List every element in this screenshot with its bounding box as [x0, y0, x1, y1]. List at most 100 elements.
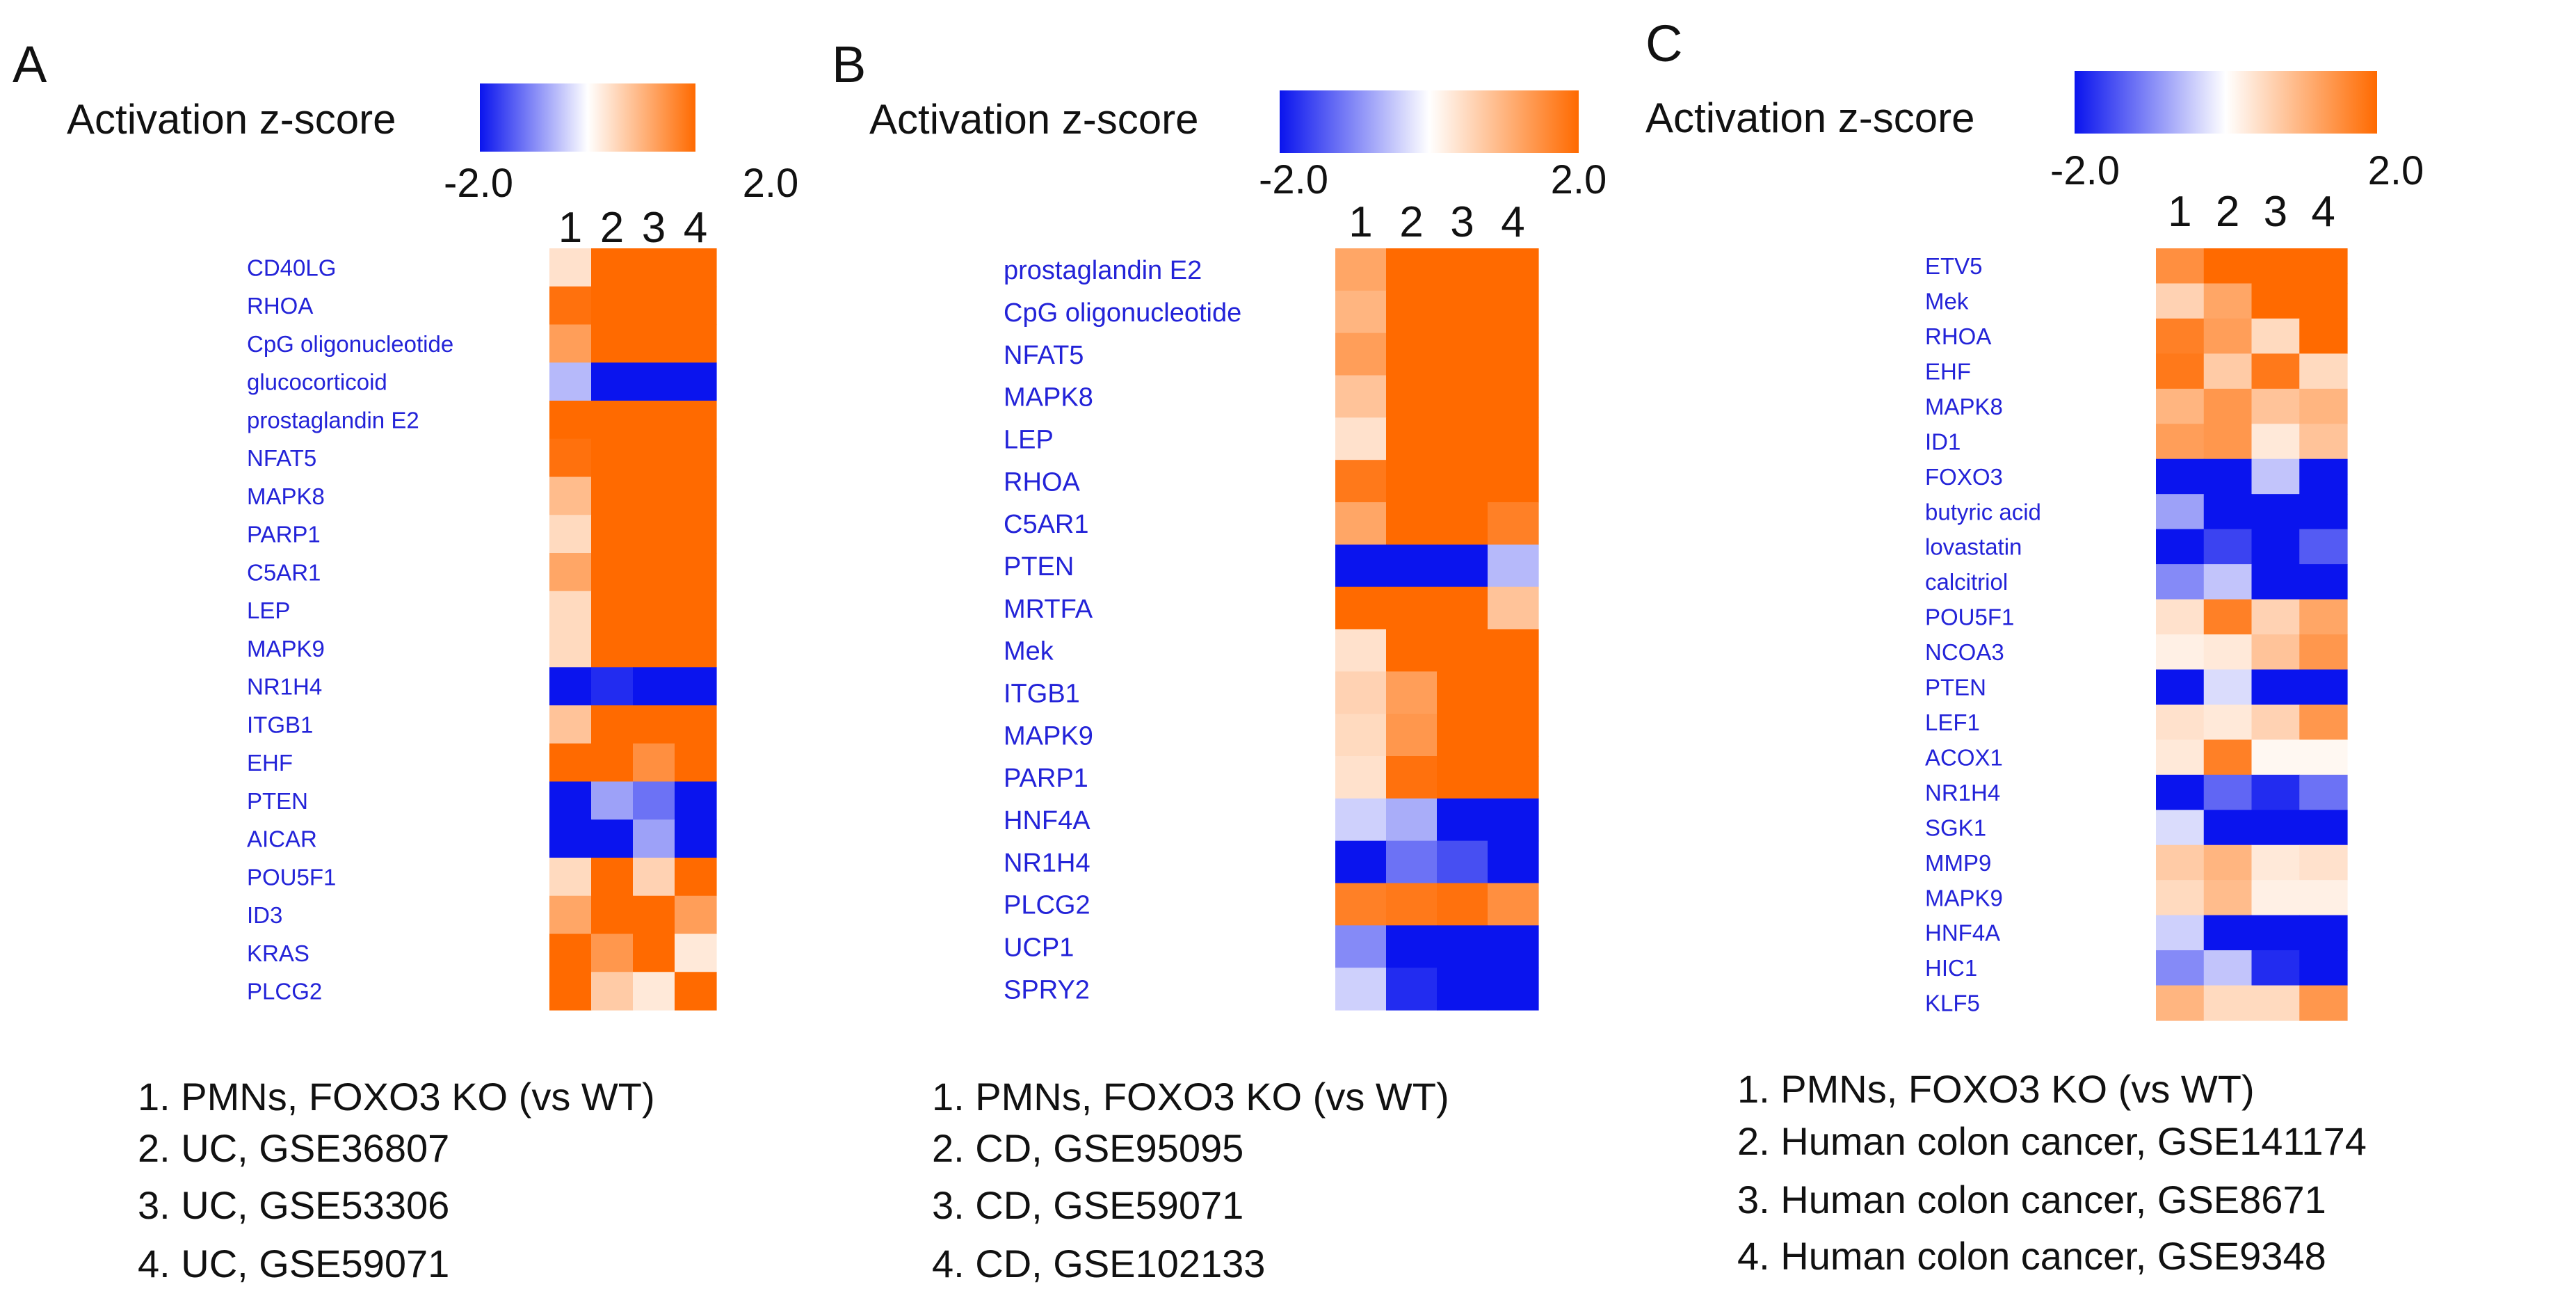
legend-entry: 4. Human colon cancer, GSE9348 — [1737, 1234, 2326, 1278]
heatmap-cell — [2299, 774, 2348, 810]
heatmap-cell — [1335, 502, 1387, 545]
heatmap-cell — [675, 934, 717, 972]
heatmap-cell — [2156, 880, 2205, 916]
heatmap-cell — [2156, 669, 2205, 705]
heatmap-cell — [675, 895, 717, 935]
heatmap-cell — [675, 438, 717, 478]
row-label: PTEN — [247, 788, 308, 814]
column-label: 4 — [684, 204, 707, 252]
heatmap-cell — [2156, 599, 2205, 635]
heatmap-cell — [1437, 756, 1488, 799]
row-label: CD40LG — [247, 255, 336, 280]
column-label: 2 — [600, 204, 624, 252]
heatmap-cell — [549, 972, 592, 1011]
colorbar-title: Activation z-score — [1645, 95, 1975, 141]
row-label: MAPK8 — [1925, 394, 2003, 419]
heatmap-cell — [2203, 774, 2253, 810]
heatmap-cell — [1335, 714, 1387, 757]
heatmap-cell — [675, 553, 717, 592]
colorbar-min-label: -2.0 — [444, 161, 513, 206]
heatmap-cell — [2299, 388, 2348, 424]
heatmap-cell — [2156, 529, 2205, 565]
heatmap-cell — [1488, 840, 1539, 884]
heatmap-cell — [1386, 883, 1438, 926]
heatmap-cell — [633, 591, 675, 630]
column-label: 4 — [1501, 198, 1524, 246]
heatmap-cell — [633, 743, 675, 783]
row-label: MAPK9 — [1004, 721, 1093, 751]
row-label: C5AR1 — [247, 559, 321, 585]
heatmap-cell — [1335, 840, 1387, 884]
heatmap-cell — [675, 858, 717, 897]
heatmap-cell — [1488, 586, 1539, 630]
legend-entry: 4. CD, GSE102133 — [932, 1242, 1265, 1285]
legend-entry: 1. PMNs, FOXO3 KO (vs WT) — [932, 1075, 1449, 1119]
row-label: SPRY2 — [1004, 975, 1090, 1004]
row-label: prostaglandin E2 — [247, 407, 419, 433]
row-label: C5AR1 — [1004, 510, 1089, 539]
heatmap-cell — [1437, 502, 1488, 545]
heatmap-cell — [675, 476, 717, 515]
heatmap-cell — [2251, 774, 2300, 810]
heatmap-cell — [1386, 460, 1438, 503]
heatmap-cell — [1488, 629, 1539, 672]
legend-entry: 3. UC, GSE53306 — [138, 1183, 449, 1227]
heatmap-cell — [675, 667, 717, 706]
row-label: KLF5 — [1925, 991, 1980, 1016]
legend-entry: 2. Human colon cancer, GSE141174 — [1737, 1119, 2367, 1163]
heatmap-cell — [2299, 248, 2348, 285]
heatmap-cell — [549, 591, 592, 630]
heatmap-cell — [2299, 739, 2348, 776]
heatmap-cell — [549, 438, 592, 478]
row-label: EHF — [1925, 358, 1971, 384]
heatmap-cell — [2203, 634, 2253, 671]
row-label: ID3 — [247, 902, 282, 928]
heatmap-cell — [633, 781, 675, 820]
row-label: ITGB1 — [247, 712, 313, 737]
heatmap-cell — [2203, 739, 2253, 776]
heatmap-cell — [1488, 798, 1539, 842]
heatmap-cell — [549, 553, 592, 592]
heatmap-cell — [1437, 460, 1488, 503]
row-label: prostaglandin E2 — [1004, 256, 1202, 285]
heatmap-cell — [633, 362, 675, 401]
heatmap-cell — [1335, 671, 1387, 714]
heatmap-cell — [1488, 417, 1539, 460]
heatmap-cell — [675, 743, 717, 783]
heatmap-cell — [2203, 599, 2253, 635]
row-label: MAPK9 — [1925, 885, 2003, 911]
heatmap-cell — [1335, 544, 1387, 588]
heatmap-cell — [1335, 332, 1387, 376]
heatmap-cell — [675, 705, 717, 744]
heatmap-cell — [2156, 283, 2205, 319]
row-label: butyric acid — [1925, 499, 2041, 524]
heatmap-cell — [1386, 417, 1438, 460]
heatmap-cell — [2156, 844, 2205, 881]
heatmap-cell — [2156, 388, 2205, 424]
heatmap-cell — [2251, 424, 2300, 460]
heatmap-cell — [2203, 950, 2253, 986]
heatmap-cell — [1437, 248, 1488, 291]
heatmap-cell — [1335, 798, 1387, 842]
heatmap-cell — [1488, 925, 1539, 968]
row-label: NR1H4 — [1004, 849, 1090, 878]
heatmap-cell — [2299, 529, 2348, 565]
heatmap-cell — [2156, 458, 2205, 495]
row-label: HNF4A — [1004, 806, 1090, 835]
row-label: LEF1 — [1925, 710, 1980, 735]
heatmap-cell — [2251, 704, 2300, 740]
row-label: SGK1 — [1925, 815, 1986, 840]
heatmap-cell — [591, 401, 634, 440]
colorbar-title: Activation z-score — [869, 96, 1199, 143]
row-label: PTEN — [1004, 552, 1074, 582]
legend-entry: 1. PMNs, FOXO3 KO (vs WT) — [1737, 1067, 2255, 1111]
heatmap-cell — [549, 858, 592, 897]
heatmap-cell — [2156, 950, 2205, 986]
heatmap-cell — [1488, 332, 1539, 376]
column-label: 4 — [2311, 188, 2335, 236]
heatmap-cell — [549, 743, 592, 783]
row-label: FOXO3 — [1925, 464, 2003, 490]
row-label: PTEN — [1925, 675, 1986, 700]
row-label: CpG oligonucleotide — [1004, 298, 1241, 328]
column-label: 2 — [1399, 198, 1423, 246]
